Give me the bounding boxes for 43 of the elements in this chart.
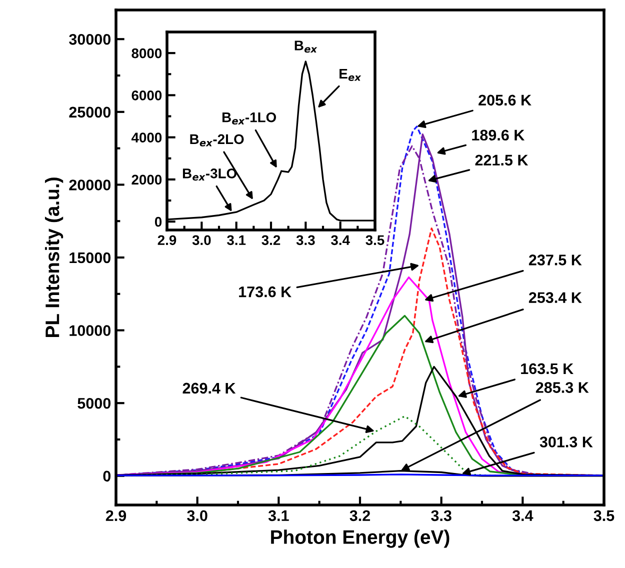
x-tick-label: 3.5: [594, 510, 614, 522]
y-axis-title: PL Intensity (a.u.): [44, 178, 64, 338]
x-tick-label: 3.2: [350, 510, 370, 522]
x-tick-label: 3.4: [331, 235, 350, 246]
annotation: 163.5 K: [521, 363, 574, 374]
x-axis-title: Photon Energy (eV): [271, 530, 450, 548]
y-tick-label: 8000: [132, 48, 162, 58]
annotation: 269.4 K: [182, 382, 236, 394]
x-tick-label: 3.1: [268, 510, 289, 522]
y-tick-label: 10000: [70, 325, 111, 336]
x-tick-label: 2.9: [106, 510, 126, 522]
y-tick-label: 30000: [69, 34, 111, 45]
x-tick-label: 3.0: [192, 235, 211, 246]
annotation: 173.6 K: [239, 286, 292, 298]
annotation: B$_{ex}$-1LO: [222, 112, 276, 125]
annotation: 285.3 K: [536, 382, 589, 393]
x-tick-label: 3.3: [296, 235, 315, 246]
annotation: 221.5 K: [475, 154, 528, 166]
x-tick-label: 2.9: [158, 235, 176, 246]
annotation: 301.3 K: [540, 436, 593, 448]
x-tick-label: 3.5: [366, 235, 384, 246]
x-tick-label: 3.1: [227, 235, 246, 246]
annotation: E$_{ex}$: [340, 68, 362, 81]
y-tick-label: 2000: [132, 174, 162, 185]
y-tick-label: 6000: [132, 90, 162, 100]
x-tick-label: 3.2: [262, 235, 280, 246]
x-tick-label: 3.4: [512, 510, 534, 522]
annotation: 189.6 K: [472, 130, 525, 141]
y-tick-label: 25000: [69, 106, 111, 118]
y-tick-label: 4000: [131, 132, 162, 142]
annotation: B$_{ex}$: [294, 40, 318, 53]
annotation: 205.6 K: [478, 94, 532, 106]
annotation: B$_{ex}$-2LO: [190, 134, 244, 146]
y-tick-label: 0: [154, 216, 162, 227]
annotation: 237.5 K: [528, 254, 582, 266]
y-tick-label: 20000: [69, 180, 111, 190]
y-tick-label: 15000: [70, 252, 111, 264]
annotation: B$_{ex}$-3LO: [182, 168, 236, 181]
annotation: 253.4 K: [528, 292, 582, 304]
y-tick-label: 5000: [78, 398, 111, 409]
x-tick-label: 3.3: [431, 510, 452, 522]
y-tick-label: 0: [103, 470, 111, 482]
x-tick-label: 3.0: [187, 510, 208, 522]
